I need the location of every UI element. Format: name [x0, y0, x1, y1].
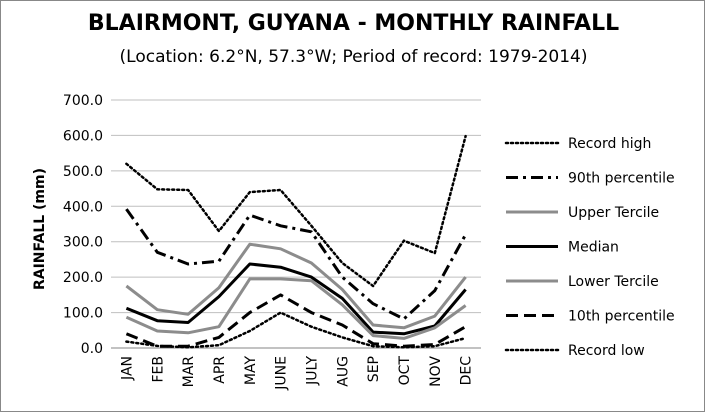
- axis-layer: RAINFALL (mm) 0.0 100.0 200.0 300.0 400.0 500…: [32, 93, 475, 391]
- legend-label: 90th percentile: [568, 171, 675, 187]
- x-tick-label: JAN: [119, 356, 135, 381]
- y-tick-label: 500.0: [63, 164, 103, 180]
- legend-label: Lower Tercile: [568, 274, 659, 290]
- legend-label: 10th percentile: [568, 309, 675, 325]
- legend-label: Record low: [568, 343, 645, 359]
- y-axis-title: RAINFALL (mm): [32, 168, 48, 290]
- x-tick-label: JULY: [304, 356, 320, 386]
- series-line-upper-tercile: [125, 242, 467, 330]
- y-tick-label: 400.0: [63, 199, 103, 215]
- y-tick-label: 700.0: [63, 93, 103, 109]
- x-tick-label: DEC: [459, 356, 475, 386]
- y-tick-label: 600.0: [63, 128, 103, 144]
- x-tick-label: JUNE: [274, 356, 290, 391]
- x-tick-label: MAR: [181, 356, 197, 388]
- x-tick-label: OCT: [397, 356, 413, 386]
- legend: Record high 90th percentile Upper Tercile M…: [504, 136, 675, 359]
- x-tick-label: MAY: [243, 356, 259, 386]
- y-tick-label: 0.0: [81, 341, 103, 357]
- legend-label: Upper Tercile: [568, 205, 659, 221]
- chart-title: BLAIRMONT, GUYANA - MONTHLY RAINFALL: [87, 11, 620, 36]
- chart-subtitle: (Location: 6.2°N, 57.3°W; Period of reco…: [119, 47, 588, 67]
- legend-label: Median: [568, 240, 619, 256]
- series-layer: [125, 134, 467, 349]
- series-line-median: [125, 262, 467, 336]
- y-tick-label: 200.0: [63, 270, 103, 286]
- x-tick-label: NOV: [428, 356, 444, 387]
- x-tick-label: SEP: [366, 356, 382, 382]
- series-line-record-high: [125, 134, 467, 288]
- y-tick-label: 100.0: [63, 306, 103, 322]
- x-tick-label: APR: [212, 356, 228, 384]
- x-tick-label: FEB: [150, 356, 166, 383]
- series-line-lower-tercile: [125, 277, 467, 340]
- series-line-90th-percentile: [125, 208, 467, 321]
- legend-label: Record high: [568, 136, 651, 152]
- y-tick-label: 300.0: [63, 235, 103, 251]
- x-tick-label: AUG: [335, 356, 351, 387]
- grid-layer: [111, 99, 481, 349]
- series-line-record-low: [125, 311, 467, 349]
